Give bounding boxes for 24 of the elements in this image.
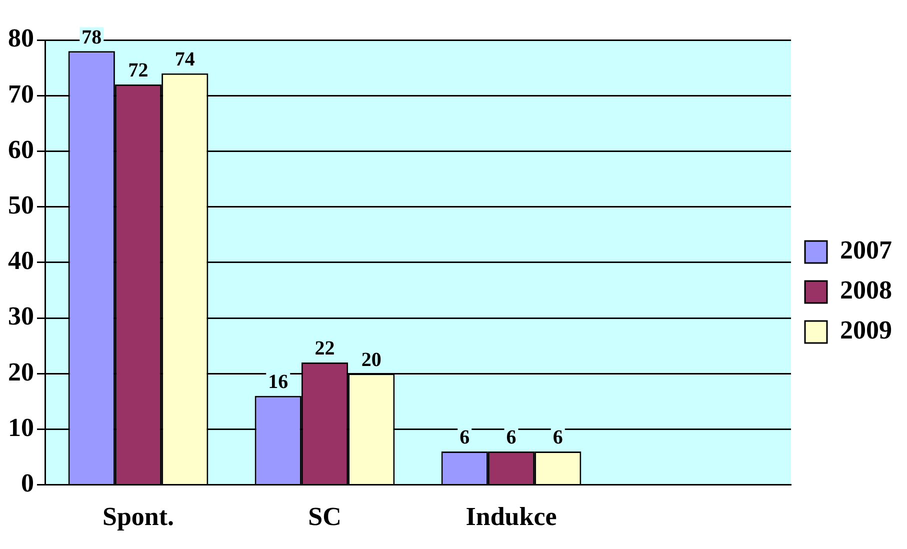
x-tick-label: SC <box>308 502 342 532</box>
y-tick-label: 0 <box>21 468 34 498</box>
legend-label: 2008 <box>840 276 892 305</box>
data-label: 6 <box>506 426 516 449</box>
data-label: 6 <box>552 426 563 449</box>
data-label: 74 <box>174 48 195 71</box>
x-tick-label: Indukce <box>466 502 557 532</box>
y-tick-label: 70 <box>8 79 34 108</box>
y-tick-label: 30 <box>8 302 34 331</box>
y-tick-label: 50 <box>8 190 34 220</box>
x-tick-label: Spont. <box>102 502 174 532</box>
y-tick-label: 10 <box>8 412 34 442</box>
data-label: 6 <box>460 426 470 449</box>
y-tick-label: 40 <box>8 246 34 276</box>
data-label: 72 <box>128 60 148 82</box>
legend-label: 2007 <box>840 236 892 265</box>
data-label: 78 <box>82 26 102 48</box>
y-tick-label: 60 <box>8 134 34 164</box>
data-label: 22 <box>314 338 335 360</box>
legend-label: 2009 <box>840 316 892 345</box>
data-label: 20 <box>361 348 382 371</box>
y-tick-label: 80 <box>8 24 34 53</box>
y-tick-label: 20 <box>8 357 34 386</box>
data-label: 16 <box>268 371 288 394</box>
